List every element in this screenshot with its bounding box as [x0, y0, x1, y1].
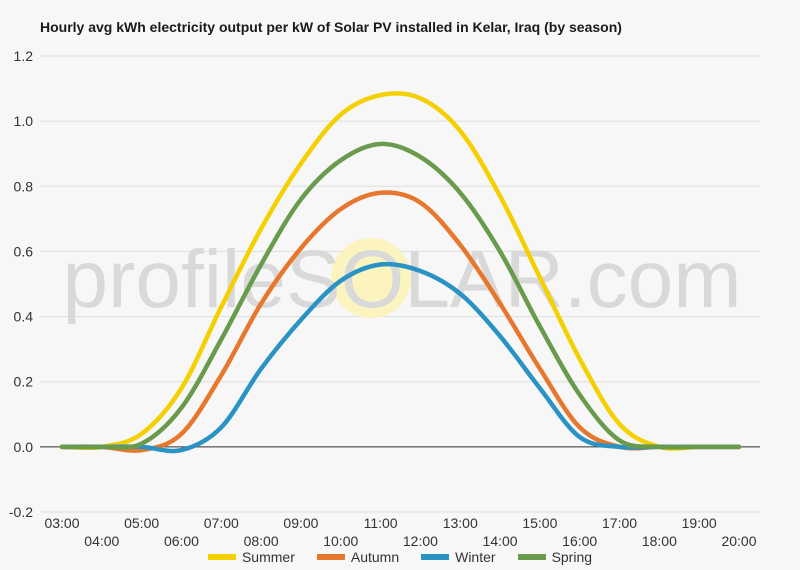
legend-item-spring[interactable]: Spring — [517, 549, 593, 565]
series-line-summer — [59, 91, 742, 451]
x-tick-label: 10:00 — [323, 533, 358, 549]
y-axis-ticks: -0.2 0.0 0.2 0.4 0.6 0.8 1.0 1.2 — [9, 48, 33, 520]
x-tick-label: 04:00 — [84, 533, 119, 549]
legend-swatch — [517, 554, 546, 560]
x-tick-label: 19:00 — [682, 515, 717, 531]
legend-label: Autumn — [350, 549, 400, 565]
y-tick-label: 0.2 — [14, 374, 34, 390]
legend-swatch — [316, 554, 345, 560]
legend-item-summer[interactable]: Summer — [207, 549, 295, 565]
x-tick-label: 11:00 — [364, 515, 398, 531]
y-tick-label: 0.6 — [14, 243, 34, 259]
x-tick-label: 08:00 — [244, 533, 279, 549]
chart-title: Hourly avg kWh electricity output per kW… — [40, 19, 622, 35]
watermark-text: profileSOLAR.com — [62, 234, 741, 325]
x-tick-label: 17:00 — [602, 515, 637, 531]
series-layer — [59, 91, 742, 454]
y-tick-label: -0.2 — [9, 504, 33, 520]
legend: Summer Autumn Winter Spring — [0, 549, 800, 565]
legend-swatch — [421, 554, 450, 560]
y-tick-label: 0.8 — [14, 178, 34, 194]
x-tick-label: 07:00 — [204, 515, 239, 531]
watermark: profileSOLAR.com — [62, 234, 741, 325]
y-tick-label: 1.0 — [14, 113, 34, 129]
series-line-winter — [59, 261, 742, 454]
y-tick-label: 0.0 — [14, 439, 34, 455]
x-tick-label: 14:00 — [483, 533, 518, 549]
x-tick-label: 18:00 — [642, 533, 677, 549]
legend-label: Summer — [241, 549, 295, 565]
legend-item-autumn[interactable]: Autumn — [316, 549, 400, 565]
x-tick-label: 06:00 — [164, 533, 199, 549]
x-tick-label: 09:00 — [283, 515, 318, 531]
x-tick-label: 05:00 — [124, 515, 159, 531]
x-tick-label: 12:00 — [403, 533, 438, 549]
legend-item-winter[interactable]: Winter — [421, 549, 496, 565]
legend-label: Winter — [455, 549, 496, 565]
legend-label: Spring — [551, 549, 593, 565]
legend-swatch — [207, 554, 236, 560]
x-tick-label: 20:00 — [721, 533, 756, 549]
x-tick-label: 15:00 — [522, 515, 557, 531]
x-tick-label: 03:00 — [44, 515, 79, 531]
y-tick-label: 0.4 — [14, 309, 34, 325]
watermark-sun-icon — [331, 238, 411, 318]
x-tick-label: 13:00 — [443, 515, 478, 531]
series-line-spring — [59, 141, 742, 450]
y-tick-label: 1.2 — [14, 48, 34, 64]
x-tick-label: 16:00 — [562, 533, 597, 549]
